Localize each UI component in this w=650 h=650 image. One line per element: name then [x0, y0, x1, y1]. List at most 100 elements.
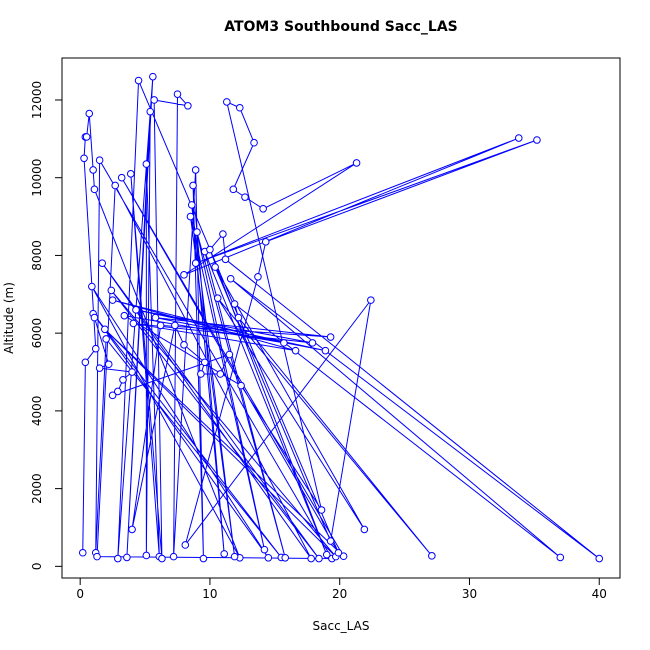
data-point	[132, 306, 140, 314]
y-tick-label: 6000	[30, 318, 44, 349]
data-point	[119, 375, 127, 384]
data-point	[128, 368, 136, 376]
data-point	[180, 271, 188, 279]
data-point	[237, 381, 245, 390]
data-point	[367, 296, 375, 304]
data-point	[180, 341, 188, 349]
data-point	[206, 245, 214, 254]
data-point	[187, 201, 196, 209]
data-point	[158, 554, 166, 563]
y-tick-label: 0	[30, 563, 44, 571]
data-point	[186, 212, 195, 221]
data-point	[315, 554, 323, 563]
data-point	[142, 551, 151, 560]
data-point	[114, 387, 122, 396]
data-point	[326, 333, 335, 341]
data-point	[111, 181, 120, 190]
y-tick-label: 10000	[30, 159, 44, 197]
data-point	[199, 554, 208, 563]
data-point	[181, 541, 190, 549]
data-point	[104, 360, 113, 369]
data-point	[117, 173, 126, 182]
data-point	[225, 350, 234, 359]
data-point	[126, 170, 135, 178]
data-point	[151, 313, 160, 322]
data-point	[241, 193, 249, 201]
data-point	[213, 294, 222, 302]
data-point	[428, 552, 436, 560]
data-point	[93, 552, 101, 561]
data-point	[169, 552, 178, 561]
data-point	[259, 204, 267, 213]
data-point	[308, 339, 317, 347]
data-point	[291, 346, 300, 355]
data-point	[234, 313, 243, 322]
data-point	[235, 103, 244, 112]
data-point	[80, 154, 88, 163]
data-point	[171, 321, 179, 330]
data-point	[129, 319, 138, 328]
data-point	[88, 282, 96, 291]
data-point	[90, 313, 99, 322]
data-point	[280, 339, 288, 347]
data-point	[78, 548, 87, 557]
data-point	[107, 286, 116, 295]
data-point	[229, 185, 238, 194]
data-point	[230, 552, 239, 561]
data-point	[254, 273, 262, 281]
data-point	[108, 296, 117, 304]
data-point	[134, 76, 143, 85]
x-tick-label: 0	[76, 587, 84, 601]
data-point	[322, 550, 331, 559]
y-tick-label: 2000	[30, 473, 44, 504]
data-point	[82, 133, 91, 141]
data-point	[142, 160, 151, 168]
data-point	[98, 259, 107, 268]
data-point	[223, 98, 231, 106]
data-point	[352, 159, 361, 167]
y-tick-label: 4000	[30, 396, 44, 427]
data-point	[108, 391, 117, 400]
data-point	[200, 358, 209, 367]
data-point	[120, 311, 129, 320]
data-point	[146, 107, 155, 116]
data-point	[89, 166, 97, 174]
x-axis-label: Sacc_LAS	[313, 619, 370, 633]
data-point	[226, 274, 235, 283]
data-point	[326, 537, 335, 545]
data-point	[149, 72, 157, 81]
data-point	[514, 134, 523, 142]
data-point	[556, 553, 565, 562]
data-point	[197, 370, 205, 378]
y-tick-label: 12000	[30, 81, 44, 119]
data-point	[150, 96, 158, 104]
x-tick-label: 30	[462, 587, 477, 601]
data-point	[85, 109, 94, 118]
data-point	[260, 545, 269, 554]
x-tick-label: 40	[592, 587, 607, 601]
data-point	[595, 554, 604, 563]
data-point	[230, 300, 239, 308]
data-point	[102, 335, 110, 343]
x-tick-label: 10	[202, 587, 217, 601]
data-point	[114, 554, 122, 563]
data-point	[216, 370, 225, 378]
data-point	[91, 344, 100, 353]
data-point	[317, 506, 326, 514]
data-point	[220, 550, 229, 558]
data-point	[321, 346, 330, 355]
data-point	[156, 321, 165, 330]
data-line	[82, 76, 600, 560]
x-tick-label: 20	[332, 587, 347, 601]
chart-title: ATOM3 Southbound Sacc_LAS	[224, 19, 458, 35]
data-point	[264, 553, 273, 562]
data-point	[123, 553, 131, 562]
data-point	[184, 102, 192, 110]
data-point	[261, 238, 270, 246]
data-point	[339, 552, 348, 561]
data-point	[360, 525, 369, 534]
data-point	[250, 138, 258, 147]
data-point	[191, 259, 200, 268]
data-point	[193, 228, 201, 236]
